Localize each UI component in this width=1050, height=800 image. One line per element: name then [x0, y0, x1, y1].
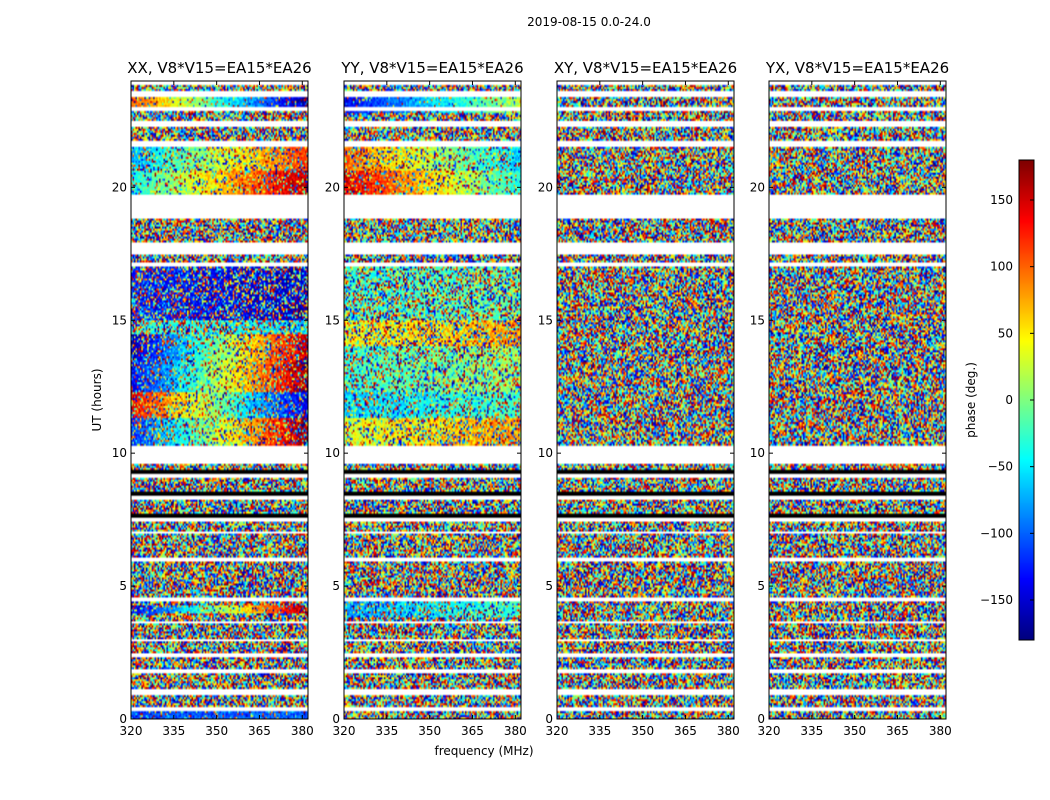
x-tick-label: 320	[546, 724, 569, 738]
x-tick-label: 380	[504, 724, 527, 738]
x-tick-label: 380	[929, 724, 952, 738]
y-tick-label: 5	[332, 579, 340, 593]
panel-title: XX, V8*V15=EA15*EA26	[127, 59, 311, 77]
y-tick-label: 20	[750, 180, 765, 194]
x-tick-label: 365	[886, 724, 909, 738]
panel-frame	[556, 80, 735, 720]
y-tick-label: 5	[545, 579, 553, 593]
panel-2: YY, V8*V15=EA15*EA26 320 335 350 365 380 0 5 10 1…	[325, 59, 527, 738]
y-tick-label: 0	[757, 712, 765, 726]
x-tick-label: 350	[205, 724, 228, 738]
x-tick-label: 350	[631, 724, 654, 738]
x-tick-label: 320	[333, 724, 356, 738]
colorbar-tick-label: 100	[990, 260, 1013, 274]
panel-3: XY, V8*V15=EA15*EA26 320 335 350 365 380 0 5 10 1…	[538, 59, 740, 738]
x-tick-label: 335	[375, 724, 398, 738]
y-tick-label: 10	[325, 446, 340, 460]
y-tick-label: 20	[325, 180, 340, 194]
phase-heatmap	[769, 81, 946, 719]
colorbar-tick-label: 0	[1005, 393, 1013, 407]
y-tick-label: 0	[119, 712, 127, 726]
colorbar-tick-label: −50	[988, 460, 1013, 474]
x-tick-label: 365	[248, 724, 271, 738]
y-tick-label: 5	[757, 579, 765, 593]
panels: XX, V8*V15=EA15*EA26 320 335 350 365 380 0 5 10 1…	[112, 59, 952, 738]
panel-frame	[343, 80, 522, 720]
y-tick-label: 10	[750, 446, 765, 460]
y-tick-label: 15	[325, 313, 340, 327]
panel-frame	[768, 80, 947, 720]
figure-title: 2019-08-15 0.0-24.0	[527, 15, 651, 29]
colorbar-label: phase (deg.)	[964, 362, 978, 438]
panel-frame	[130, 80, 309, 720]
y-tick-label: 20	[112, 180, 127, 194]
x-tick-label: 365	[461, 724, 484, 738]
x-tick-label: 350	[843, 724, 866, 738]
colorbar: −150 −100 −50 0 50 100 150	[980, 159, 1035, 641]
panel-1: XX, V8*V15=EA15*EA26 320 335 350 365 380 0 5 10 1…	[112, 59, 314, 738]
x-tick-label: 335	[800, 724, 823, 738]
x-tick-label: 365	[674, 724, 697, 738]
y-tick-label: 0	[332, 712, 340, 726]
phase-heatmap	[131, 81, 308, 719]
panel-title: YX, V8*V15=EA15*EA26	[765, 59, 949, 77]
y-tick-label: 10	[538, 446, 553, 460]
y-tick-label: 5	[119, 579, 127, 593]
x-axis-label: frequency (MHz)	[434, 744, 533, 758]
x-tick-label: 320	[120, 724, 143, 738]
y-tick-label: 15	[112, 313, 127, 327]
x-tick-label: 350	[418, 724, 441, 738]
phase-heatmap	[557, 81, 734, 719]
colorbar-gradient	[1019, 160, 1034, 640]
colorbar-tick-label: 150	[990, 193, 1013, 207]
panel-title: YY, V8*V15=EA15*EA26	[340, 59, 523, 77]
y-tick-label: 10	[112, 446, 127, 460]
x-tick-label: 380	[291, 724, 314, 738]
colorbar-tick-label: 50	[998, 326, 1013, 340]
y-tick-label: 20	[538, 180, 553, 194]
panel-4: YX, V8*V15=EA15*EA26 320 335 350 365 380 0 5 10 1…	[750, 59, 952, 738]
y-tick-label: 0	[545, 712, 553, 726]
x-tick-label: 380	[717, 724, 740, 738]
y-tick-label: 15	[750, 313, 765, 327]
panel-title: XY, V8*V15=EA15*EA26	[554, 59, 737, 77]
x-tick-label: 320	[758, 724, 781, 738]
y-axis-label: UT (hours)	[90, 368, 104, 431]
x-tick-label: 335	[588, 724, 611, 738]
phase-heatmap	[344, 81, 521, 719]
colorbar-tick-label: −100	[980, 526, 1013, 540]
colorbar-tick-label: −150	[980, 593, 1013, 607]
y-tick-label: 15	[538, 313, 553, 327]
x-tick-label: 335	[162, 724, 185, 738]
